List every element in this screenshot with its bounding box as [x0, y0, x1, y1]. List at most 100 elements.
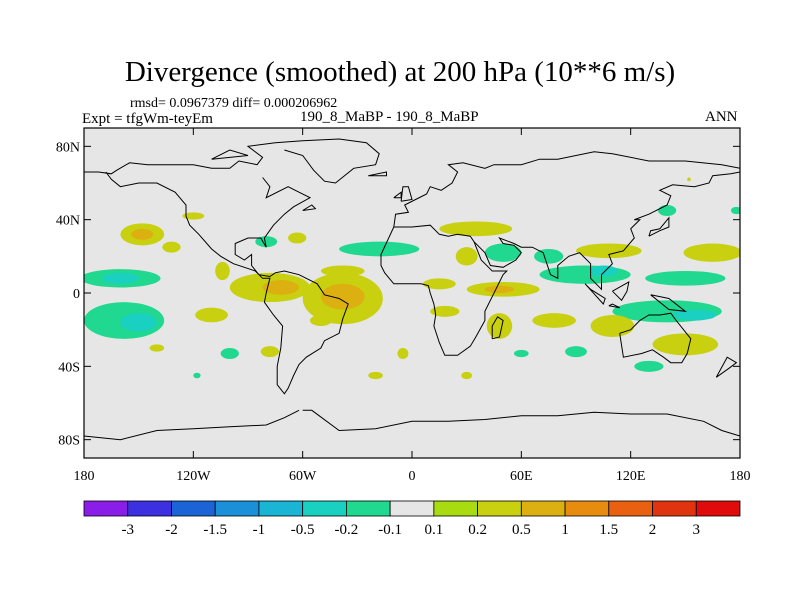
- colorbar-box-3: [214, 500, 260, 517]
- experiment-label: Expt = tfgWm-teyEm: [82, 111, 213, 127]
- coastline-14: [608, 303, 620, 309]
- coastline-10: [393, 191, 402, 199]
- coastline-16: [650, 294, 687, 312]
- anomaly-11: [195, 307, 228, 323]
- anomaly-36: [461, 371, 473, 380]
- anomaly-34: [397, 348, 409, 359]
- colorbar-label-1: -2: [165, 522, 178, 538]
- colorbar-label-8: 0.2: [468, 522, 487, 538]
- colorbar-box-12: [608, 500, 653, 517]
- colorbar-label-11: 1.5: [599, 522, 618, 538]
- anomaly-31: [486, 313, 513, 339]
- coastline-18: [211, 149, 249, 160]
- colorbar-label-13: 3: [693, 522, 701, 538]
- anomaly-25: [484, 243, 522, 262]
- anomaly-6: [288, 232, 307, 244]
- plot-background: [84, 128, 740, 458]
- colorbar-label-2: -1.5: [203, 522, 227, 538]
- anomaly-46: [565, 346, 587, 358]
- chart-title: Divergence (smoothed) at 200 hPa (10**6 …: [124, 56, 676, 88]
- anomaly-21: [193, 372, 201, 379]
- anomaly-44: [590, 315, 635, 337]
- coastline-11: [368, 171, 387, 177]
- anomaly-45: [652, 333, 719, 356]
- anomaly-43: [672, 309, 717, 321]
- anomaly-35: [368, 371, 383, 380]
- colorbar-box-11: [564, 500, 610, 517]
- anomaly-23: [439, 221, 513, 237]
- coastline-8: [84, 409, 300, 441]
- coastline-3: [380, 224, 509, 356]
- x-tick-label-1: 120W: [176, 469, 211, 484]
- colorbar-box-5: [302, 500, 347, 517]
- colorbar-label-10: 1: [561, 522, 569, 538]
- coastline-1: [105, 171, 349, 395]
- colorbar-box-13: [652, 500, 697, 517]
- colorbar-label-12: 2: [649, 522, 657, 538]
- anomaly-1: [131, 228, 154, 240]
- anomaly-32: [532, 313, 577, 328]
- anomaly-5: [255, 236, 278, 248]
- anomaly-38: [588, 265, 618, 277]
- coastline-19: [302, 204, 317, 211]
- colorbar-box-4: [258, 500, 304, 517]
- anomaly-40: [683, 243, 740, 262]
- colorbar-label-6: -0.1: [378, 522, 402, 538]
- anomaly-48: [658, 205, 677, 216]
- anomaly-22: [339, 241, 420, 257]
- cases-label: 190_8_MaBP - 190_8_MaBP: [300, 109, 479, 125]
- coastline-2: [393, 151, 740, 228]
- colorbar-label-0: -3: [121, 522, 134, 538]
- colorbar-box-10: [520, 500, 566, 517]
- anomaly-33: [514, 349, 529, 358]
- coastline-17: [715, 356, 738, 378]
- coastline-4: [473, 171, 740, 291]
- coastline-15: [612, 281, 630, 302]
- anomaly-47: [634, 360, 664, 372]
- anomaly-2: [182, 212, 205, 220]
- anomaly-37: [539, 265, 631, 284]
- colorbar-label-4: -0.5: [291, 522, 315, 538]
- coastline-12: [648, 216, 670, 237]
- anomaly-4: [215, 261, 230, 281]
- anomaly-3: [162, 241, 181, 253]
- coastline-6: [491, 316, 504, 340]
- colorbar-box-1: [127, 500, 172, 517]
- colorbar-box-6: [345, 500, 391, 517]
- x-tick-label-6: 180: [730, 469, 751, 484]
- anomaly-41: [645, 271, 726, 286]
- colorbar-box-0: [83, 500, 129, 517]
- colorbar-label-7: 0.1: [424, 522, 443, 538]
- anomaly-29: [484, 285, 515, 294]
- y-tick-label-4: 80S: [58, 434, 80, 449]
- coastlines: [84, 138, 740, 441]
- x-tick-label-5: 120E: [616, 469, 646, 484]
- colorbar-label-3: -1: [253, 522, 266, 538]
- colorbar-box-8: [433, 500, 479, 517]
- anomaly-17: [309, 315, 332, 326]
- y-tick-label-3: 40S: [58, 360, 80, 375]
- anomaly-field: [84, 177, 740, 380]
- anomaly-10: [120, 313, 157, 332]
- colorbar-box-9: [477, 500, 522, 517]
- anomaly-27: [422, 278, 456, 290]
- x-tick-label-2: 60W: [289, 469, 317, 484]
- x-tick-label-4: 60E: [510, 469, 533, 484]
- anomaly-30: [430, 305, 460, 317]
- coastline-13: [584, 283, 606, 305]
- x-tick-label-0: 180: [74, 469, 95, 484]
- y-tick-label-0: 80N: [56, 140, 80, 155]
- colorbar-box-2: [171, 500, 216, 517]
- anomaly-20: [149, 344, 165, 352]
- y-tick-label-2: 0: [73, 287, 80, 302]
- colorbar-label-5: -0.2: [335, 522, 359, 538]
- coastline-9: [400, 186, 413, 202]
- coastline-7: [302, 409, 740, 437]
- season-label: ANN: [705, 109, 738, 125]
- coastline-5: [619, 312, 692, 364]
- anomaly-15: [320, 283, 365, 310]
- anomaly-26: [534, 249, 564, 264]
- colorbar-label-9: 0.5: [512, 522, 531, 538]
- anomaly-50: [687, 177, 691, 182]
